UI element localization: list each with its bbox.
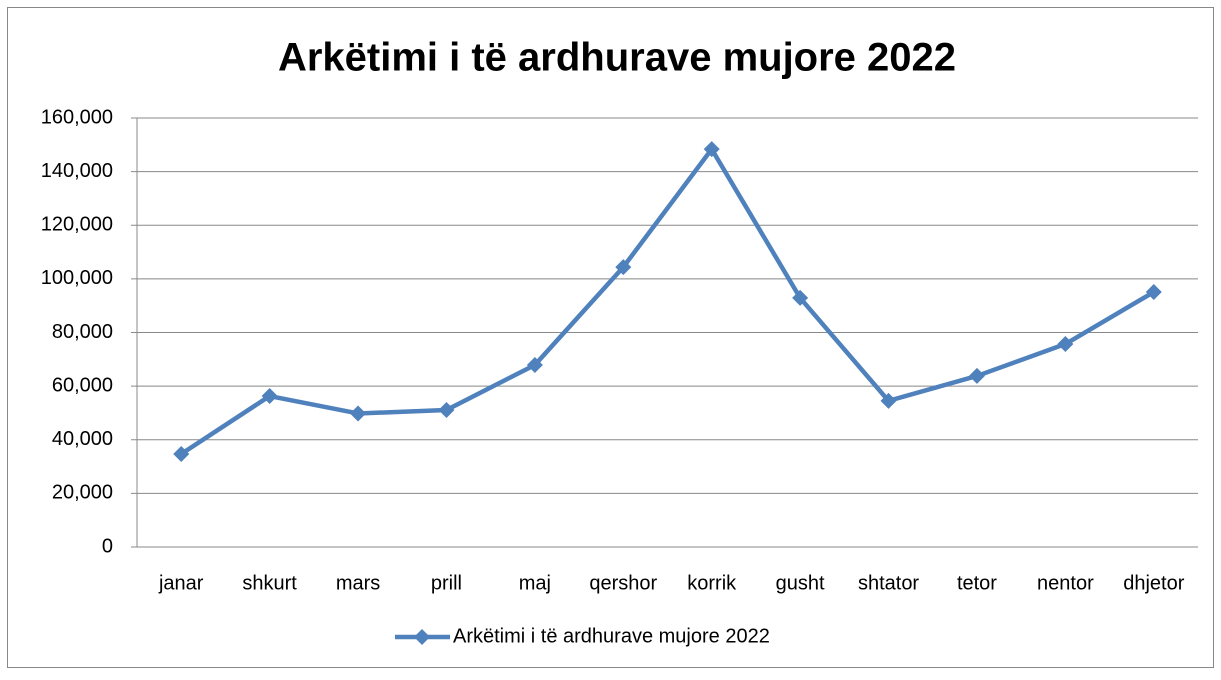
- chart-frame: [7, 7, 1214, 668]
- point-marker: [261, 388, 278, 405]
- y-tick-label: 140,000: [41, 160, 113, 182]
- y-tick-label: 100,000: [41, 267, 113, 289]
- x-tick-label: korrik: [687, 572, 737, 594]
- point-marker: [438, 401, 455, 418]
- point-marker: [792, 289, 809, 306]
- y-tick-label: 120,000: [41, 214, 113, 236]
- y-tick-label: 20,000: [52, 482, 113, 504]
- series-line: [179, 146, 1155, 456]
- x-tick-label: prill: [431, 572, 462, 594]
- point-marker: [703, 141, 720, 158]
- point-marker: [1145, 284, 1162, 301]
- y-tick-label: 0: [102, 535, 113, 557]
- x-tick-label: janar: [158, 572, 204, 594]
- x-tick-label: gusht: [776, 572, 825, 594]
- x-tick-label: shtator: [858, 572, 919, 594]
- point-marker: [880, 392, 897, 409]
- point-marker: [615, 259, 632, 276]
- x-tick-label: tetor: [957, 572, 997, 594]
- point-marker: [173, 445, 190, 462]
- x-tick-label: qershor: [589, 572, 657, 594]
- chart-title: Arkëtimi i të ardhurave mujore 2022: [278, 36, 956, 80]
- x-tick-label: nentor: [1037, 572, 1094, 594]
- y-tick-label: 60,000: [52, 374, 113, 396]
- x-tick-label: shkurt: [242, 572, 297, 594]
- point-marker: [526, 356, 543, 373]
- point-marker: [968, 367, 985, 384]
- point-marker: [350, 405, 367, 422]
- x-tick-label: dhjetor: [1123, 572, 1184, 594]
- x-tick-label: mars: [336, 572, 380, 594]
- legend-marker: [414, 629, 430, 645]
- point-marker: [1057, 336, 1074, 353]
- y-tick-label: 160,000: [41, 106, 113, 128]
- y-tick-label: 80,000: [52, 321, 113, 343]
- legend-label: Arkëtimi i të ardhurave mujore 2022: [453, 625, 770, 647]
- y-tick-label: 40,000: [52, 428, 113, 450]
- x-tick-label: maj: [519, 572, 551, 594]
